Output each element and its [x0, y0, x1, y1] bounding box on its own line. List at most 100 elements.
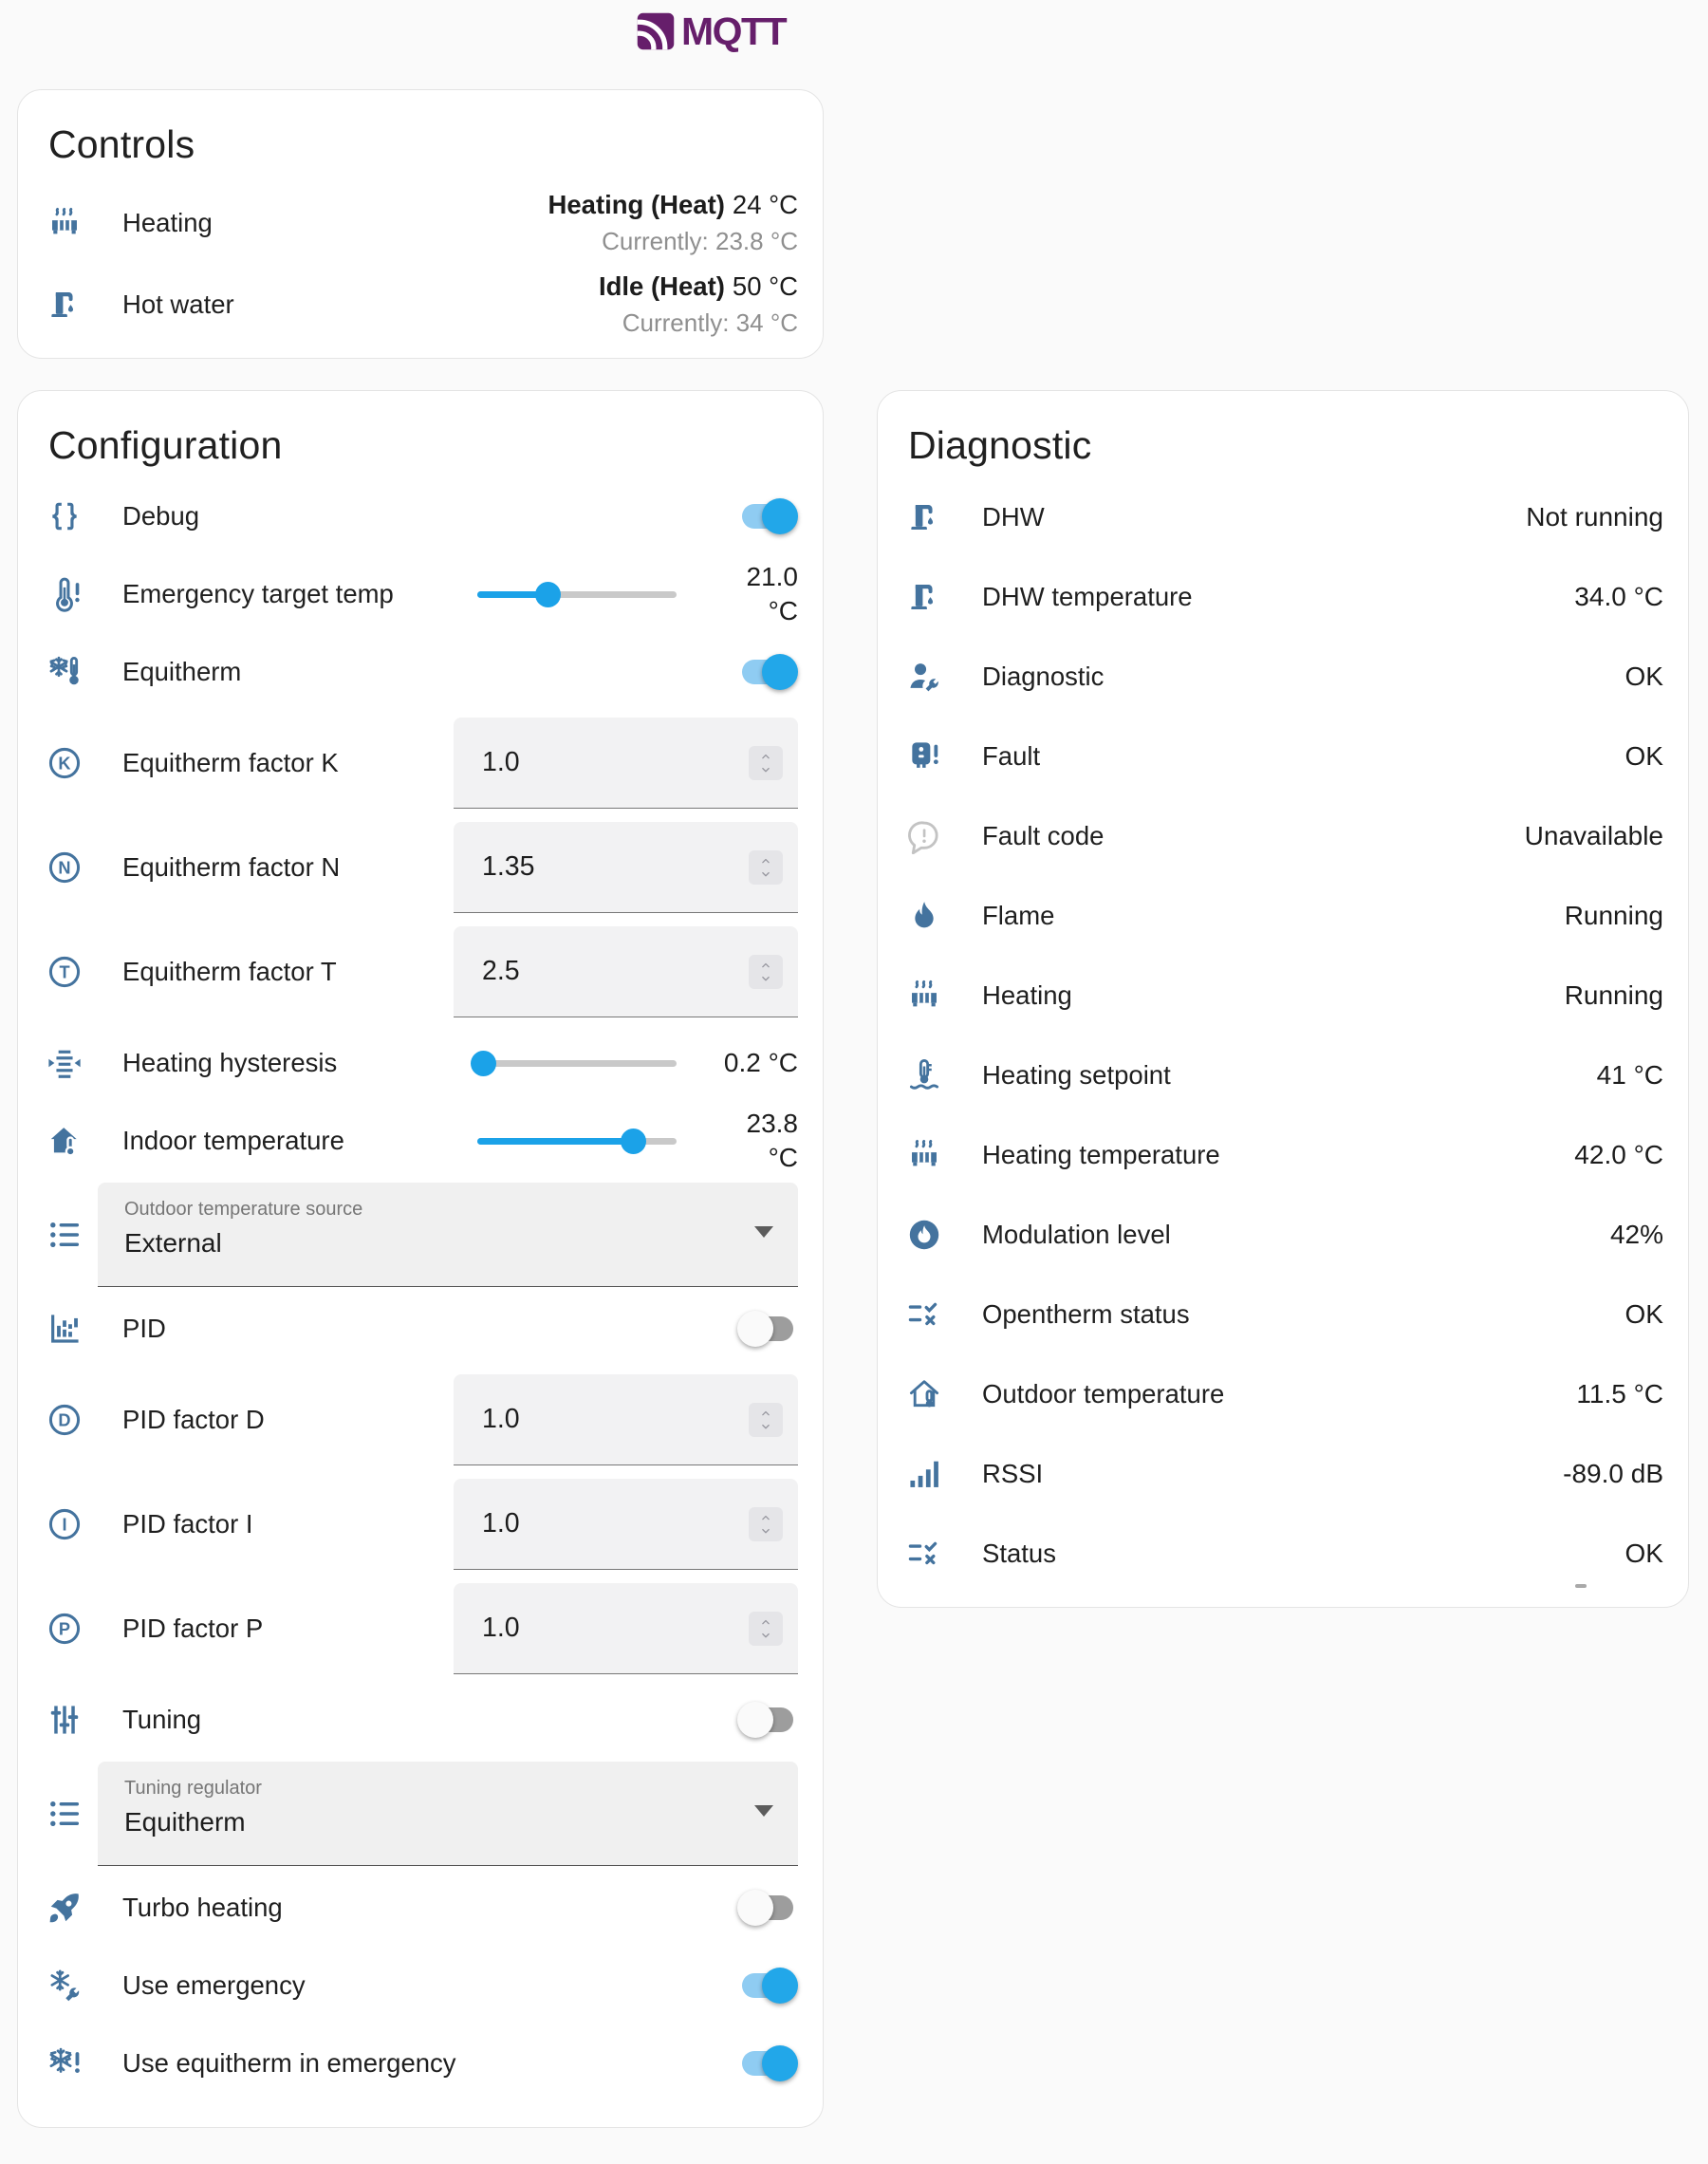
diagnostic-row-heating-setpoint[interactable]: Heating setpoint 41 °C	[878, 1035, 1688, 1115]
setting-label: Equitherm	[122, 656, 242, 686]
setting-label: Tuning	[122, 1704, 202, 1734]
slider-fill	[477, 1138, 633, 1145]
svg-text:T: T	[59, 962, 69, 981]
diagnostic-row-flame[interactable]: Flame Running	[878, 876, 1688, 956]
diagnostic-card: Diagnostic DHW Not running DHW temperatu…	[877, 390, 1689, 1608]
diagnostic-value: OK	[1624, 741, 1663, 771]
slider-track[interactable]	[477, 591, 677, 598]
setting-label: Use equitherm in emergency	[122, 2047, 456, 2078]
number-stepper[interactable]	[749, 954, 783, 989]
toggle-knob	[737, 1890, 773, 1926]
snowflake-wrench-icon	[46, 1968, 83, 2004]
setting-label: PID	[122, 1313, 166, 1343]
controls-card: Controls Heating Heating (Heat) 24 °C Cur…	[17, 89, 824, 359]
setting-row-outdoor-temperature-source: Outdoor temperature source External	[18, 1180, 823, 1290]
number-stepper[interactable]	[749, 1506, 783, 1541]
outdoor-temperature-source-select[interactable]: Outdoor temperature source External	[98, 1183, 798, 1287]
diagnostic-label: Modulation level	[982, 1219, 1171, 1249]
setting-row-use-equitherm-in-emergency: Use equitherm in emergency	[18, 2024, 823, 2102]
tuning-toggle[interactable]	[737, 1699, 798, 1741]
radiator-icon	[46, 205, 83, 241]
control-row-heating[interactable]: Heating Heating (Heat) 24 °C Currently: 2…	[18, 182, 823, 264]
radiator-icon	[906, 978, 942, 1014]
pid-toggle[interactable]	[737, 1308, 798, 1350]
diagnostic-value: -89.0 dB	[1563, 1459, 1663, 1488]
control-state-secondary: Currently: 23.8 °C	[602, 227, 798, 255]
dropdown-caret-icon	[754, 1226, 773, 1238]
pid-factor-d-input[interactable]: 1.0	[454, 1374, 798, 1465]
diagnostic-row-rssi[interactable]: RSSI -89.0 dB	[878, 1434, 1688, 1514]
toggle-knob	[737, 1311, 773, 1347]
slider-thumb[interactable]	[620, 1129, 646, 1154]
setting-label: Equitherm factor K	[122, 747, 339, 777]
debug-toggle[interactable]	[737, 495, 798, 537]
use-equitherm-in-emergency-toggle[interactable]	[737, 2043, 798, 2084]
diagnostic-value: 42.0 °C	[1574, 1140, 1663, 1169]
slider-value: 0.2 °C	[697, 1046, 798, 1080]
stray-mark	[1575, 1584, 1587, 1588]
slider-track[interactable]	[477, 1060, 677, 1067]
configuration-card: Configuration Debug Emergency target tem…	[17, 390, 824, 2128]
setting-label: Indoor temperature	[122, 1125, 344, 1155]
diagnostic-row-outdoor-temperature[interactable]: Outdoor temperature 11.5 °C	[878, 1354, 1688, 1434]
slider-thumb[interactable]	[534, 582, 561, 607]
emergency-target-temp-slider[interactable]	[477, 575, 677, 613]
number-input-value: 1.0	[482, 1508, 520, 1539]
diagnostic-row-status[interactable]: Status OK	[878, 1514, 1688, 1594]
number-stepper[interactable]	[749, 849, 783, 885]
turbo-heating-toggle[interactable]	[737, 1887, 798, 1929]
home-thermometer-outline-icon	[906, 1376, 942, 1412]
setting-row-pid-factor-p: P PID factor P 1.0	[18, 1576, 823, 1681]
snowflake-alert-icon	[46, 2045, 83, 2081]
diagnostic-row-diagnostic[interactable]: Diagnostic OK	[878, 637, 1688, 717]
diagnostic-label: Status	[982, 1538, 1056, 1568]
control-label: Heating	[122, 207, 213, 237]
number-input-value: 1.0	[482, 1613, 520, 1643]
heating-hysteresis-slider[interactable]	[471, 1044, 677, 1082]
svg-text:N: N	[58, 858, 70, 877]
use-emergency-toggle[interactable]	[737, 1965, 798, 2006]
diagnostic-value: OK	[1624, 1539, 1663, 1568]
slider-value-line: 23.8	[746, 1109, 799, 1138]
equitherm-factor-t-input[interactable]: 2.5	[454, 926, 798, 1017]
equitherm-toggle[interactable]	[737, 651, 798, 693]
svg-text:D: D	[58, 1410, 70, 1429]
setting-label: PID factor I	[122, 1508, 253, 1539]
indoor-temperature-slider[interactable]	[477, 1122, 677, 1160]
radiator-icon	[906, 1137, 942, 1173]
equitherm-factor-n-input[interactable]: 1.35	[454, 822, 798, 913]
select-value: Equitherm	[124, 1807, 246, 1837]
diagnostic-row-dhw-temperature[interactable]: DHW temperature 34.0 °C	[878, 557, 1688, 637]
diagnostic-value: 34.0 °C	[1574, 582, 1663, 611]
pid-factor-i-input[interactable]: 1.0	[454, 1479, 798, 1570]
setting-label: Use emergency	[122, 1969, 306, 2000]
diagnostic-row-fault-code[interactable]: Fault code Unavailable	[878, 796, 1688, 876]
number-stepper[interactable]	[749, 745, 783, 780]
control-label: Hot water	[122, 289, 234, 319]
diagnostic-label: Opentherm status	[982, 1298, 1190, 1329]
diagnostic-row-modulation-level[interactable]: Modulation level 42%	[878, 1195, 1688, 1275]
diagnostic-row-dhw[interactable]: DHW Not running	[878, 477, 1688, 557]
setting-label: Debug	[122, 500, 200, 531]
setting-row-debug: Debug	[18, 477, 823, 555]
water-tap-icon	[906, 579, 942, 615]
equitherm-factor-k-input[interactable]: 1.0	[454, 718, 798, 809]
tuning-regulator-select[interactable]: Tuning regulator Equitherm	[98, 1762, 798, 1866]
toggle-knob	[762, 498, 798, 534]
diagnostic-value: Running	[1564, 901, 1663, 930]
control-row-hot-water[interactable]: Hot water Idle (Heat) 50 °C Currently: 34…	[18, 264, 823, 345]
number-stepper[interactable]	[749, 1402, 783, 1437]
control-state-secondary: Currently: 34 °C	[622, 308, 798, 337]
alpha-t-circle-icon: T	[46, 954, 83, 990]
number-stepper[interactable]	[749, 1611, 783, 1646]
setting-row-tuning-regulator: Tuning regulator Equitherm	[18, 1759, 823, 1869]
alpha-n-circle-icon: N	[46, 849, 83, 886]
setting-row-equitherm-factor-n: N Equitherm factor N 1.35	[18, 815, 823, 920]
pid-factor-p-input[interactable]: 1.0	[454, 1583, 798, 1674]
diagnostic-row-heating-temperature[interactable]: Heating temperature 42.0 °C	[878, 1115, 1688, 1195]
diagnostic-row-opentherm-status[interactable]: Opentherm status OK	[878, 1275, 1688, 1354]
slider-thumb[interactable]	[471, 1051, 497, 1076]
diagnostic-label: Heating setpoint	[982, 1059, 1171, 1090]
diagnostic-row-heating[interactable]: Heating Running	[878, 956, 1688, 1035]
diagnostic-row-fault[interactable]: Fault OK	[878, 717, 1688, 796]
